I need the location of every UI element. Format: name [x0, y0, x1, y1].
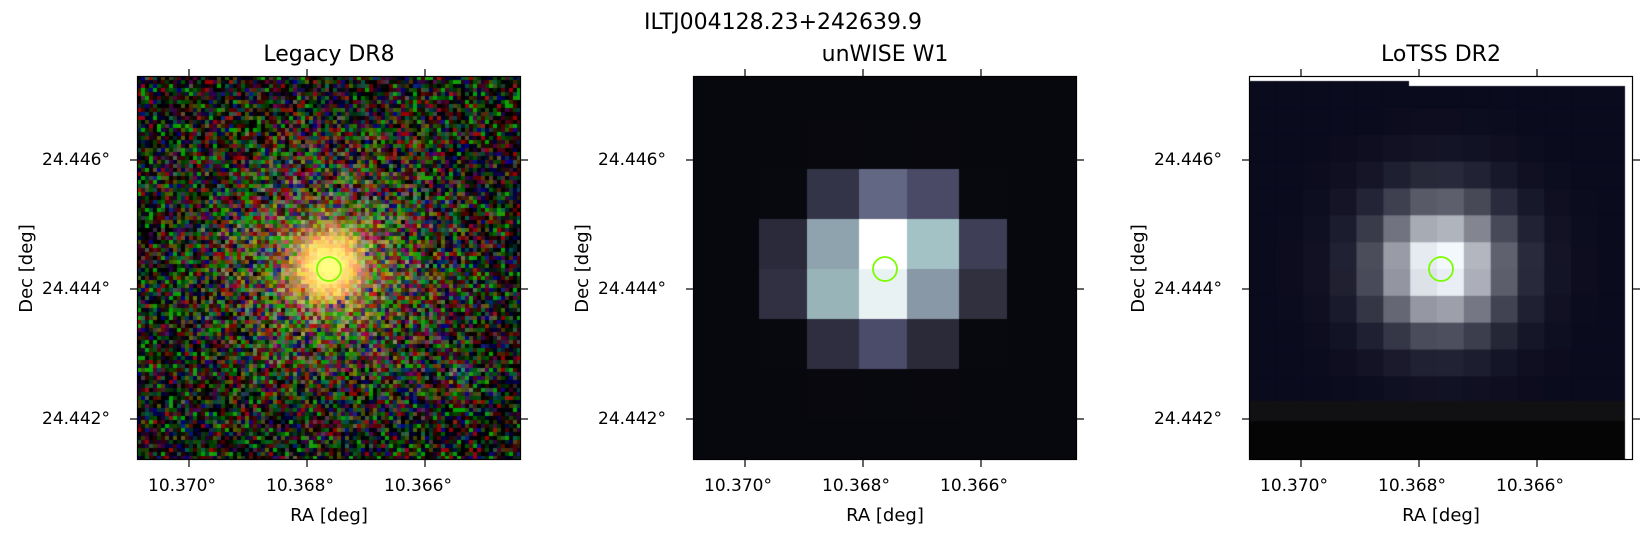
source-position-marker — [1428, 256, 1454, 282]
legacy-image-axes — [130, 69, 528, 467]
source-position-marker — [872, 256, 898, 282]
panel-title-legacy: Legacy DR8 — [263, 42, 395, 67]
lotss-xtick-1: 10.370° — [1260, 476, 1328, 496]
lotss-radio-image — [1249, 76, 1633, 460]
axes-border — [1248, 75, 1634, 461]
axes-border — [136, 75, 522, 461]
unwise-ytick-2: 24.444° — [598, 279, 666, 299]
legacy-optical-image — [137, 76, 521, 460]
source-position-marker — [316, 256, 342, 282]
lotss-xtick-3: 10.366° — [1496, 476, 1564, 496]
panel-title-lotss: LoTSS DR2 — [1381, 42, 1501, 67]
lotss-axes-frame — [1242, 69, 1640, 467]
lotss-image-axes — [1242, 69, 1640, 467]
unwise-xtick-1: 10.370° — [704, 476, 772, 496]
axes-border — [692, 75, 1078, 461]
unwise-xtick-3: 10.366° — [940, 476, 1008, 496]
legacy-xtick-3: 10.366° — [384, 476, 452, 496]
figure-title: ILTJ004128.23+242639.9 — [643, 10, 923, 35]
unwise-xlabel: RA [deg] — [846, 505, 924, 526]
lotss-xlabel: RA [deg] — [1402, 505, 1480, 526]
lotss-ytick-1: 24.446° — [1154, 150, 1222, 170]
lotss-ytick-2: 24.444° — [1154, 279, 1222, 299]
panel-title-unwise: unWISE W1 — [821, 42, 949, 67]
legacy-ylabel: Dec [deg] — [15, 224, 37, 313]
unwise-ylabel: Dec [deg] — [571, 224, 593, 313]
legacy-ytick-2: 24.444° — [42, 279, 110, 299]
lotss-ytick-3: 24.442° — [1154, 409, 1222, 429]
legacy-xtick-2: 10.368° — [266, 476, 334, 496]
unwise-ytick-3: 24.442° — [598, 409, 666, 429]
legacy-xtick-1: 10.370° — [148, 476, 216, 496]
lotss-ylabel: Dec [deg] — [1127, 224, 1149, 313]
unwise-axes-frame — [686, 69, 1084, 467]
legacy-xlabel: RA [deg] — [290, 505, 368, 526]
lotss-xtick-2: 10.368° — [1378, 476, 1446, 496]
unwise-w1-image — [693, 76, 1077, 460]
legacy-ytick-3: 24.442° — [42, 409, 110, 429]
unwise-xtick-2: 10.368° — [822, 476, 890, 496]
unwise-image-axes — [686, 69, 1084, 467]
unwise-ytick-1: 24.446° — [598, 150, 666, 170]
legacy-axes-frame — [130, 69, 528, 467]
legacy-ytick-1: 24.446° — [42, 150, 110, 170]
